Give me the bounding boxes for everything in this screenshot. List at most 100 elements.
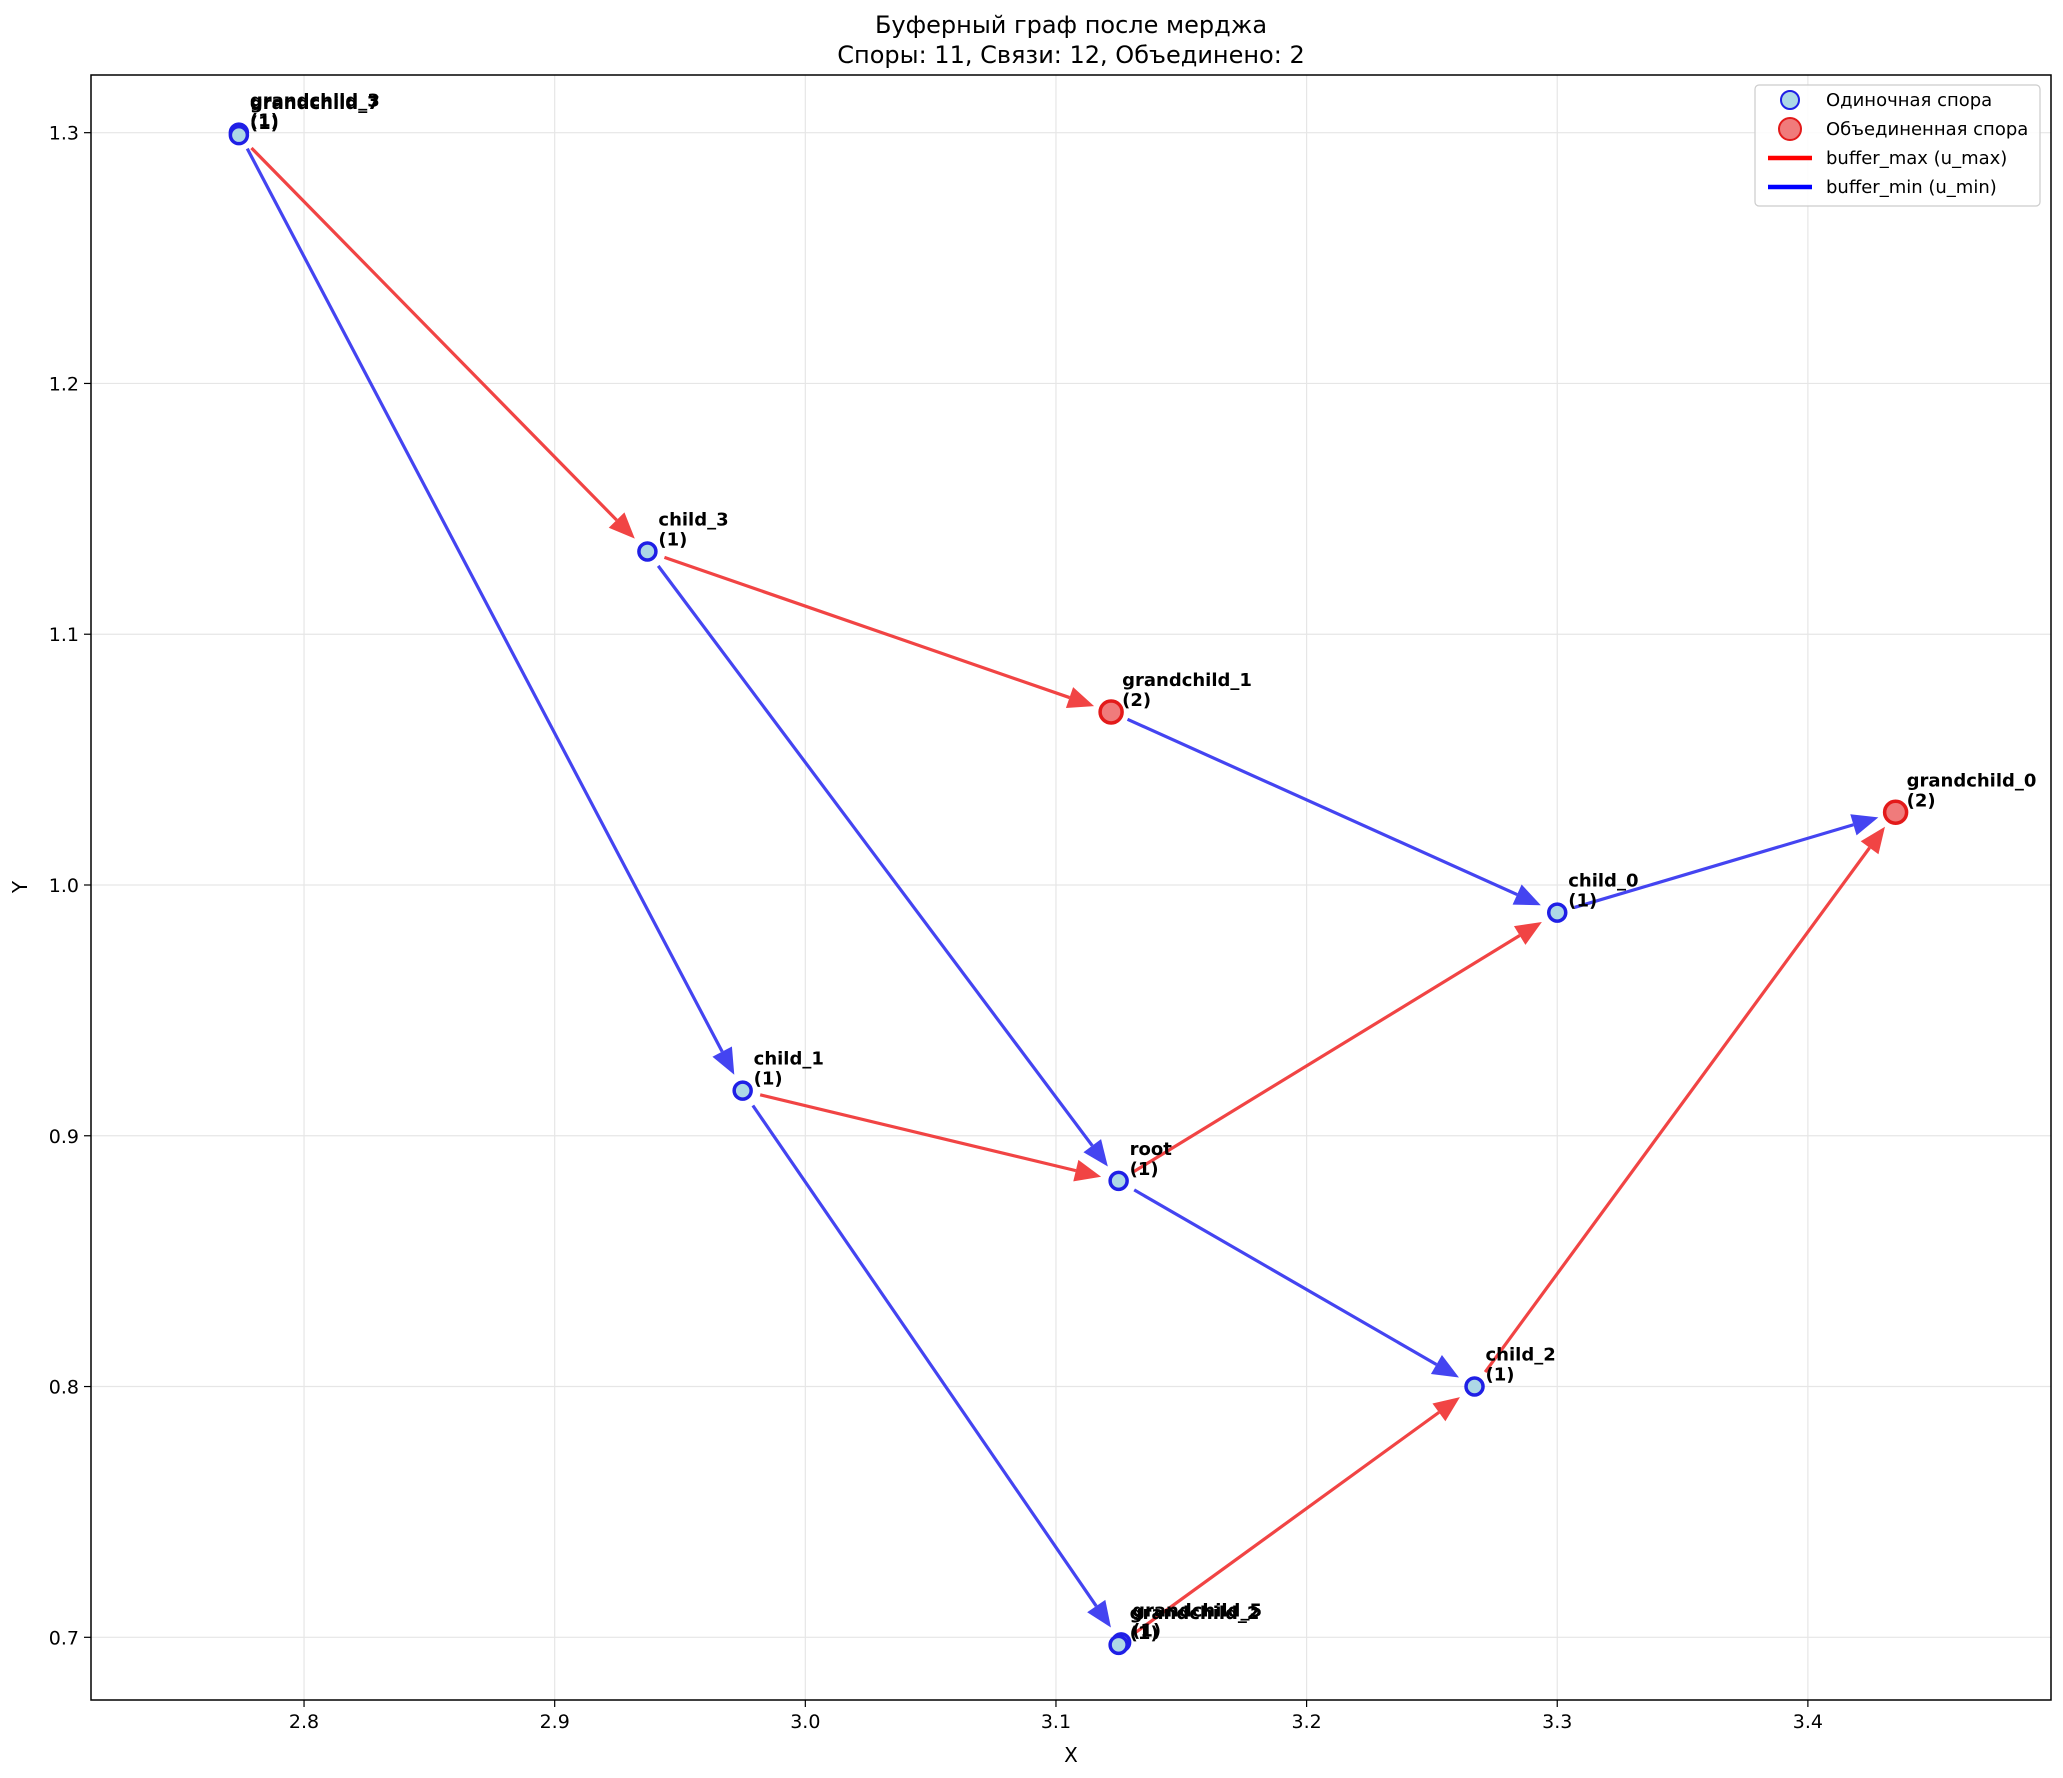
edge-root-to-child_2 <box>1133 1188 1459 1378</box>
legend-marker <box>1780 90 1800 110</box>
nodes <box>228 122 1909 1656</box>
edge-line <box>1133 934 1521 1173</box>
node-label-child_1: child_1 <box>754 1049 824 1070</box>
y-tick-label: 1.3 <box>49 123 79 145</box>
x-axis-ticks: 2.8 2.9 3.0 3.1 3.2 3.3 3.4 <box>289 1700 1823 1733</box>
node-grandchild_0 <box>1882 799 1909 826</box>
edge-child_0-to-grandchild_0 <box>1574 814 1879 909</box>
edge-arrowhead <box>1860 826 1885 855</box>
edge-arrowhead <box>1512 884 1541 906</box>
edge-child_2-to-grandchild_0 <box>1483 826 1885 1373</box>
node-child_1 <box>732 1080 753 1101</box>
edge-arrowhead <box>1850 814 1879 836</box>
chart-title: Буферный граф после мерджа <box>875 11 1267 39</box>
x-tick-label: 3.0 <box>790 1711 820 1733</box>
legend-label: buffer_min (u_min) <box>1826 177 1997 198</box>
legend-marker <box>1778 117 1802 141</box>
node-labels: grandchild_3(1)grandchild_7(1)child_3(1)… <box>250 91 2037 1644</box>
edge-line <box>1126 717 1518 896</box>
node-grandchild_7 <box>228 124 250 146</box>
y-tick-label: 1.2 <box>49 373 79 395</box>
node-label-grandchild_1: grandchild_1 <box>1122 670 1252 691</box>
edge-line <box>751 1104 1098 1607</box>
node-label-child_0: child_0 <box>1568 871 1638 892</box>
node-count-child_0: (1) <box>1568 891 1597 912</box>
edge-grandchild_7-to-child_3 <box>250 146 635 539</box>
x-tick-label: 3.4 <box>1793 1711 1823 1733</box>
node-label-grandchild_7: grandchild_7 <box>250 93 380 114</box>
legend: Одиночная спора Объединенная спора buffer_… <box>1754 84 2041 207</box>
x-axis-title: X <box>1064 1743 1078 1767</box>
edges <box>245 146 1885 1636</box>
node-count-grandchild_1: (2) <box>1122 690 1151 711</box>
node-child_0 <box>1546 902 1568 923</box>
edge-arrowhead <box>1513 921 1542 945</box>
y-tick-label: 0.9 <box>49 1126 79 1148</box>
node-grandchild_2 <box>1108 1634 1129 1656</box>
node-label-root: root <box>1130 1139 1173 1160</box>
node-label-child_3: child_3 <box>658 509 728 530</box>
legend-item-single_node: Одиночная спора <box>1780 90 1992 111</box>
grid <box>91 75 2051 1700</box>
edge-line <box>656 564 1094 1147</box>
edge-arrowhead <box>1432 1397 1460 1422</box>
y-axis-ticks: 0.7 0.8 0.9 1.0 1.1 1.2 1.3 <box>49 123 91 1649</box>
y-tick-label: 0.7 <box>49 1627 79 1649</box>
edge-line <box>250 146 618 522</box>
chart-subtitle: Споры: 11, Связи: 12, Объединено: 2 <box>837 41 1304 69</box>
y-axis-title: Y <box>8 880 32 894</box>
node-label-grandchild_0: grandchild_0 <box>1907 770 2037 791</box>
x-tick-label: 3.2 <box>1291 1711 1321 1733</box>
y-tick-label: 1.1 <box>49 624 79 646</box>
legend-label: buffer_max (u_max) <box>1826 148 2007 169</box>
edge-arrowhead <box>1065 687 1095 708</box>
legend-item-merged_node: Объединенная спора <box>1778 117 2028 141</box>
edge-arrowhead <box>1430 1354 1459 1378</box>
node-count-grandchild_7: (1) <box>250 113 279 134</box>
edge-child_3-to-grandchild_1 <box>663 555 1095 708</box>
edge-arrowhead <box>712 1046 735 1075</box>
node-count-child_1: (1) <box>754 1069 783 1090</box>
x-tick-label: 2.8 <box>289 1711 319 1733</box>
node-count-root: (1) <box>1130 1159 1159 1180</box>
edge-child_1-to-grandchild_5 <box>751 1104 1111 1628</box>
node-count-child_2: (1) <box>1486 1365 1515 1386</box>
plot-frame <box>90 74 2052 1701</box>
node-child_3 <box>637 541 658 562</box>
edge-grandchild_2-to-child_2 <box>1132 1397 1460 1636</box>
edge-line <box>1483 846 1871 1373</box>
edge-arrowhead <box>1073 1159 1102 1182</box>
edge-grandchild_3-to-child_1 <box>245 147 735 1075</box>
legend-box <box>1754 84 2041 207</box>
edge-line <box>1133 1188 1438 1366</box>
node-count-grandchild_5: (1) <box>1132 1620 1161 1641</box>
legend-item-min_edge: buffer_min (u_min) <box>1768 177 1997 198</box>
node-count-grandchild_2: (1) <box>1130 1623 1159 1644</box>
node-count-grandchild_3: (1) <box>250 111 279 132</box>
node-label-grandchild_3: grandchild_3 <box>250 91 380 112</box>
x-tick-label: 3.1 <box>1041 1711 1071 1733</box>
node-child_2 <box>1464 1376 1485 1397</box>
y-tick-label: 1.0 <box>49 875 79 897</box>
edge-grandchild_1-to-child_0 <box>1126 717 1541 906</box>
legend-label: Объединенная спора <box>1826 119 2028 140</box>
edge-root-to-child_0 <box>1133 921 1542 1173</box>
legend-label: Одиночная спора <box>1826 90 1992 111</box>
edge-line <box>759 1093 1077 1173</box>
edge-arrowhead <box>1087 1599 1111 1628</box>
node-count-grandchild_0: (2) <box>1907 790 1936 811</box>
node-label-child_2: child_2 <box>1486 1345 1556 1366</box>
edge-line <box>1574 823 1854 909</box>
node-root <box>1108 1170 1129 1192</box>
x-tick-label: 3.3 <box>1542 1711 1572 1733</box>
edge-line <box>663 555 1071 700</box>
edge-child_3-to-root <box>656 564 1108 1167</box>
y-tick-label: 0.8 <box>49 1377 79 1399</box>
edge-arrowhead <box>608 512 635 539</box>
x-tick-label: 2.9 <box>540 1711 570 1733</box>
node-label-grandchild_2: grandchild_2 <box>1130 1603 1260 1624</box>
edge-child_1-to-root <box>759 1093 1102 1182</box>
edge-line <box>1132 1411 1440 1636</box>
node-count-child_3: (1) <box>658 529 687 550</box>
